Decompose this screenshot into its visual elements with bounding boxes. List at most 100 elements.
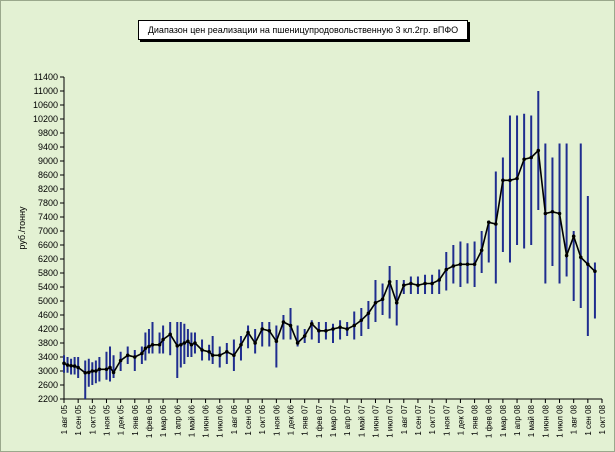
price-point [189, 342, 194, 347]
price-point [295, 341, 300, 345]
price-point [232, 353, 236, 358]
price-point [345, 327, 349, 331]
price-point [564, 253, 569, 258]
y-tick-label: 3400 [38, 352, 58, 362]
x-tick-label: 1 сен 07 [414, 404, 423, 435]
price-point [62, 361, 66, 366]
x-tick-label: 1 дек 05 [117, 404, 126, 435]
x-tick-label: 1 июн 06 [202, 404, 211, 437]
chart-title: Диапазон цен реализации на пшеницупродов… [138, 20, 468, 40]
price-point [373, 300, 378, 305]
y-tick-label: 9000 [38, 156, 58, 166]
x-tick-label: 1 янв 07 [301, 404, 310, 435]
y-axis-label: руб./тонну [17, 206, 27, 250]
price-point [69, 363, 73, 368]
price-point [94, 369, 98, 373]
price-point [288, 323, 293, 328]
x-tick-label: 1 июл 07 [386, 404, 395, 437]
y-tick-label: 8200 [38, 184, 58, 194]
price-point [86, 370, 91, 375]
x-tick-label: 1 апр 06 [173, 404, 182, 436]
price-point [175, 344, 180, 348]
price-point [200, 348, 204, 352]
y-tick-label: 5000 [38, 296, 58, 306]
price-point [586, 262, 590, 267]
x-tick-label: 1 авг 05 [60, 404, 69, 434]
price-point [479, 248, 484, 253]
y-tick-label: 2600 [38, 380, 58, 390]
x-tick-label: 1 сен 08 [584, 404, 593, 435]
x-tick-label: 1 окт 07 [428, 404, 437, 434]
y-tick-label: 4600 [38, 310, 58, 320]
y-tick-label: 9400 [38, 142, 58, 152]
price-point [143, 346, 148, 351]
y-tick-label: 11400 [34, 72, 58, 82]
price-point [550, 209, 555, 214]
price-point [522, 157, 526, 162]
price-point [416, 283, 420, 288]
x-tick-label: 1 янв 06 [131, 404, 140, 435]
price-point [157, 342, 162, 347]
price-point [83, 370, 88, 375]
price-point [210, 353, 215, 358]
x-tick-label: 1 май 07 [357, 404, 366, 437]
price-point [451, 264, 456, 268]
price-point [104, 367, 109, 372]
price-point [380, 297, 385, 302]
x-tick-label: 1 апр 08 [513, 404, 522, 436]
price-point [246, 330, 250, 335]
price-point [253, 341, 257, 345]
price-point [179, 342, 183, 347]
y-tick-label: 11000 [34, 86, 58, 96]
y-tick-label: 5400 [38, 282, 58, 292]
price-point [529, 155, 534, 160]
price-point [508, 178, 512, 183]
price-point [338, 325, 342, 330]
price-point [387, 279, 392, 284]
x-tick-label: 1 фев 07 [315, 404, 324, 438]
y-tick-label: 5800 [38, 268, 58, 278]
price-point [76, 365, 80, 370]
price-point [543, 211, 548, 216]
price-point [108, 365, 112, 370]
price-point [186, 339, 190, 344]
x-tick-label: 1 май 08 [527, 404, 536, 437]
price-point [217, 353, 222, 358]
x-tick-label: 1 сен 05 [74, 404, 83, 435]
price-point [147, 344, 151, 349]
y-tick-label: 7000 [38, 226, 58, 236]
y-tick-label: 7800 [38, 198, 58, 208]
price-point [557, 211, 562, 216]
y-tick-label: 3800 [38, 338, 58, 348]
x-tick-label: 1 июн 08 [541, 404, 550, 437]
x-tick-label: 1 окт 08 [598, 404, 607, 434]
y-tick-label: 9800 [38, 128, 58, 138]
price-point [317, 328, 321, 333]
price-point [359, 318, 364, 323]
price-point [409, 281, 413, 286]
price-point [225, 349, 229, 354]
price-point [193, 341, 197, 345]
price-point [150, 342, 155, 347]
price-point [65, 363, 70, 367]
x-tick-label: 1 фев 06 [145, 404, 154, 438]
x-tick-label: 1 дек 07 [456, 404, 465, 435]
price-point [97, 367, 102, 372]
y-tick-label: 10200 [33, 114, 58, 124]
price-point [578, 255, 583, 260]
price-point [465, 262, 470, 267]
x-tick-label: 1 май 06 [187, 404, 196, 437]
price-point [423, 281, 427, 286]
price-point [111, 370, 116, 375]
x-tick-label: 1 янв 08 [471, 404, 480, 435]
price-point [401, 283, 406, 288]
price-point [182, 341, 187, 345]
x-tick-label: 1 окт 05 [88, 404, 97, 434]
x-tick-label: 1 мар 08 [499, 404, 508, 437]
price-point [366, 311, 371, 316]
price-point [536, 148, 541, 153]
x-tick-label: 1 ноя 06 [272, 404, 281, 436]
price-point [352, 323, 357, 328]
